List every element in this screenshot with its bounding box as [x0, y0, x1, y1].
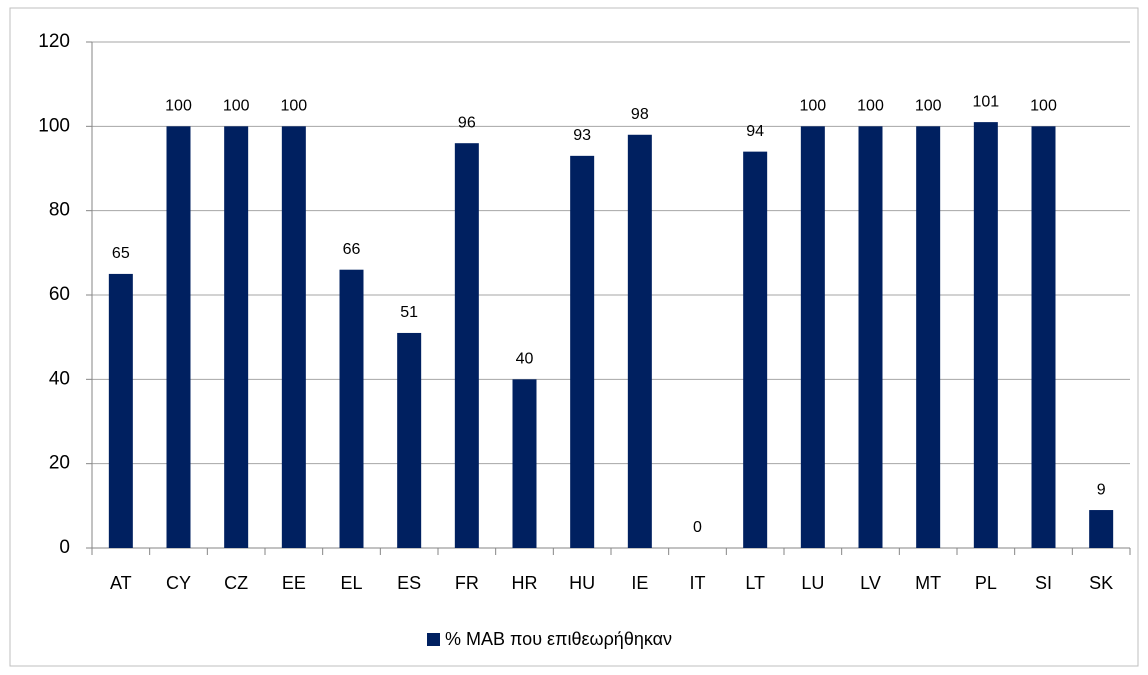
- bar: [166, 126, 191, 548]
- x-tick-label: MT: [915, 573, 941, 593]
- legend-swatch: [427, 633, 440, 646]
- x-tick-label: LT: [745, 573, 765, 593]
- y-tick-label: 0: [59, 537, 70, 558]
- value-label: 101: [972, 93, 999, 110]
- y-tick-label: 40: [49, 368, 70, 389]
- x-tick-label: ES: [397, 573, 421, 593]
- x-tick-label: LU: [801, 573, 824, 593]
- x-tick-label: CZ: [224, 573, 248, 593]
- value-label: 51: [400, 304, 418, 321]
- x-tick-label: CY: [166, 573, 191, 593]
- value-label: 100: [223, 98, 250, 115]
- x-tick-label: PL: [975, 573, 997, 593]
- bar: [570, 155, 595, 548]
- x-tick-label: EE: [282, 573, 306, 593]
- value-label: 100: [165, 98, 192, 115]
- bar: [397, 332, 422, 548]
- bar: [281, 126, 306, 548]
- value-label: 65: [112, 245, 130, 262]
- x-tick-label: LV: [860, 573, 881, 593]
- bar: [1031, 126, 1056, 548]
- x-tick-label: SI: [1035, 573, 1052, 593]
- bar: [1089, 510, 1114, 548]
- value-label: 9: [1097, 481, 1106, 498]
- bar: [454, 143, 479, 548]
- bar: [512, 379, 537, 548]
- value-label: 93: [573, 127, 591, 144]
- bar: [224, 126, 249, 548]
- y-tick-label: 120: [38, 31, 70, 52]
- value-label: 40: [516, 351, 534, 368]
- value-label: 96: [458, 114, 476, 131]
- y-tick-label: 100: [38, 115, 70, 136]
- bar: [858, 126, 883, 548]
- value-label: 66: [343, 241, 361, 258]
- x-tick-label: FR: [455, 573, 479, 593]
- value-label: 98: [631, 106, 649, 123]
- bar: [108, 273, 133, 548]
- y-tick-label: 80: [49, 200, 70, 221]
- x-tick-label: HR: [512, 573, 538, 593]
- bar: [973, 122, 998, 548]
- bar: [339, 269, 364, 548]
- bar: [743, 151, 768, 548]
- value-label: 0: [693, 519, 702, 536]
- bar: [916, 126, 941, 548]
- value-label: 94: [746, 123, 764, 140]
- x-tick-label: AT: [110, 573, 132, 593]
- x-tick-label: EL: [340, 573, 362, 593]
- value-label: 100: [280, 98, 307, 115]
- x-tick-label: HU: [569, 573, 595, 593]
- bar: [800, 126, 825, 548]
- value-label: 100: [799, 98, 826, 115]
- x-tick-label: IE: [631, 573, 648, 593]
- value-label: 100: [915, 98, 942, 115]
- bar: [627, 134, 652, 548]
- y-tick-label: 20: [49, 453, 70, 474]
- value-label: 100: [1030, 98, 1057, 115]
- y-tick-label: 60: [49, 284, 70, 305]
- value-label: 100: [857, 98, 884, 115]
- x-tick-label: SK: [1089, 573, 1113, 593]
- x-tick-label: IT: [690, 573, 706, 593]
- legend-label: % MAB που επιθεωρήθηκαν: [445, 629, 672, 649]
